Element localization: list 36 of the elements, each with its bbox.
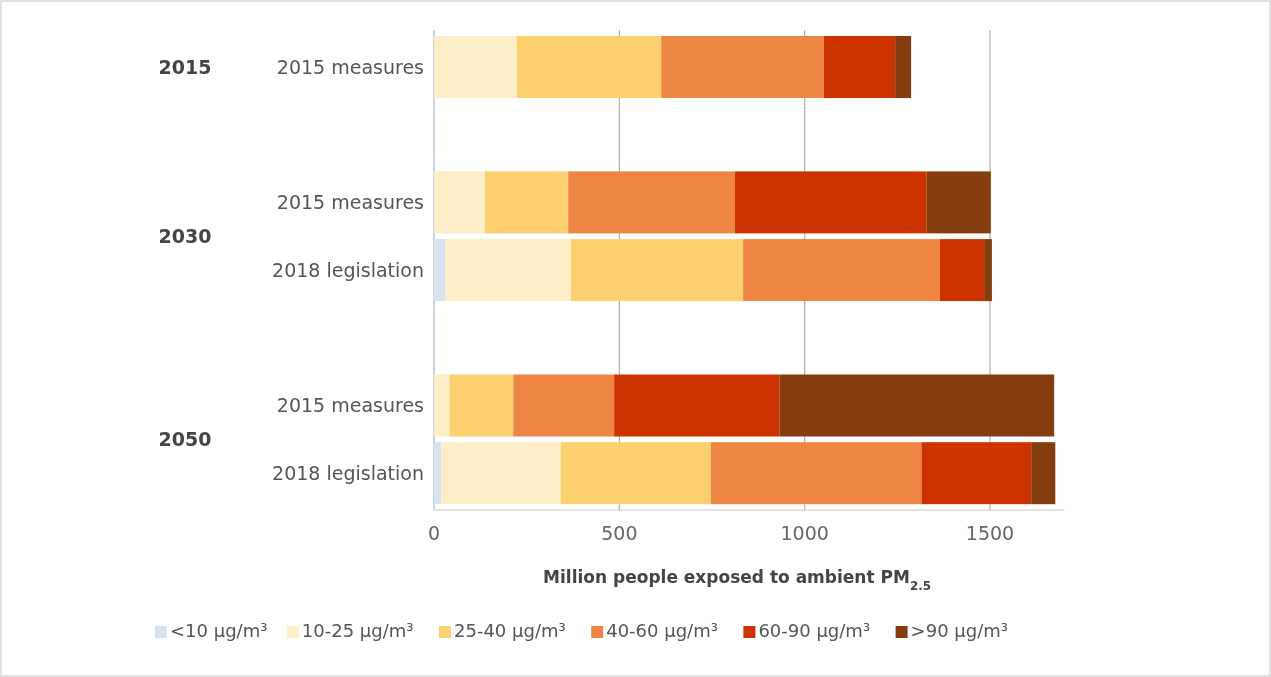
legend-label: <10 µg/m³	[170, 620, 268, 641]
y-tick-label: 2018 legislation	[272, 258, 424, 281]
bar	[434, 442, 442, 505]
bar	[743, 239, 941, 302]
legend-label: 40-60 µg/m³	[606, 620, 718, 641]
bar	[516, 36, 662, 98]
text: 2050	[158, 428, 212, 450]
text: 2030	[158, 224, 212, 247]
bar	[984, 239, 992, 302]
bar	[434, 36, 517, 98]
bar	[1031, 442, 1056, 505]
legend-label: 25-40 µg/m³	[454, 620, 566, 641]
bar	[921, 442, 1032, 505]
bar	[441, 442, 561, 505]
bar	[434, 239, 446, 302]
legend-label: 10-25 µg/m³	[301, 620, 414, 641]
bar	[560, 442, 711, 505]
bar	[940, 239, 985, 302]
bar	[570, 239, 744, 302]
bar	[445, 239, 571, 302]
y-tick-label: 2018 legislation	[272, 461, 424, 484]
x-tick-label: 0	[427, 522, 441, 544]
bar	[895, 36, 912, 98]
x-tick-label: 500	[601, 522, 638, 544]
x-tick-label: 1000	[780, 522, 829, 544]
y-tick-label: 2015 measures	[276, 191, 424, 214]
legend-label: >90 µg/m³	[910, 620, 1009, 641]
bar	[823, 36, 896, 98]
y-tick-label: 2015 measures	[276, 55, 424, 78]
bar	[710, 442, 922, 505]
legend-label: 60-90 µg/m³	[758, 620, 871, 641]
bar	[661, 36, 824, 98]
y-tick-label: 2015 measures	[276, 394, 424, 417]
text: 2015	[158, 55, 212, 78]
x-tick-label: 1500	[965, 522, 1015, 544]
x-axis-title: Million people exposed to ambient PM$_{2.5}$	[543, 567, 931, 593]
